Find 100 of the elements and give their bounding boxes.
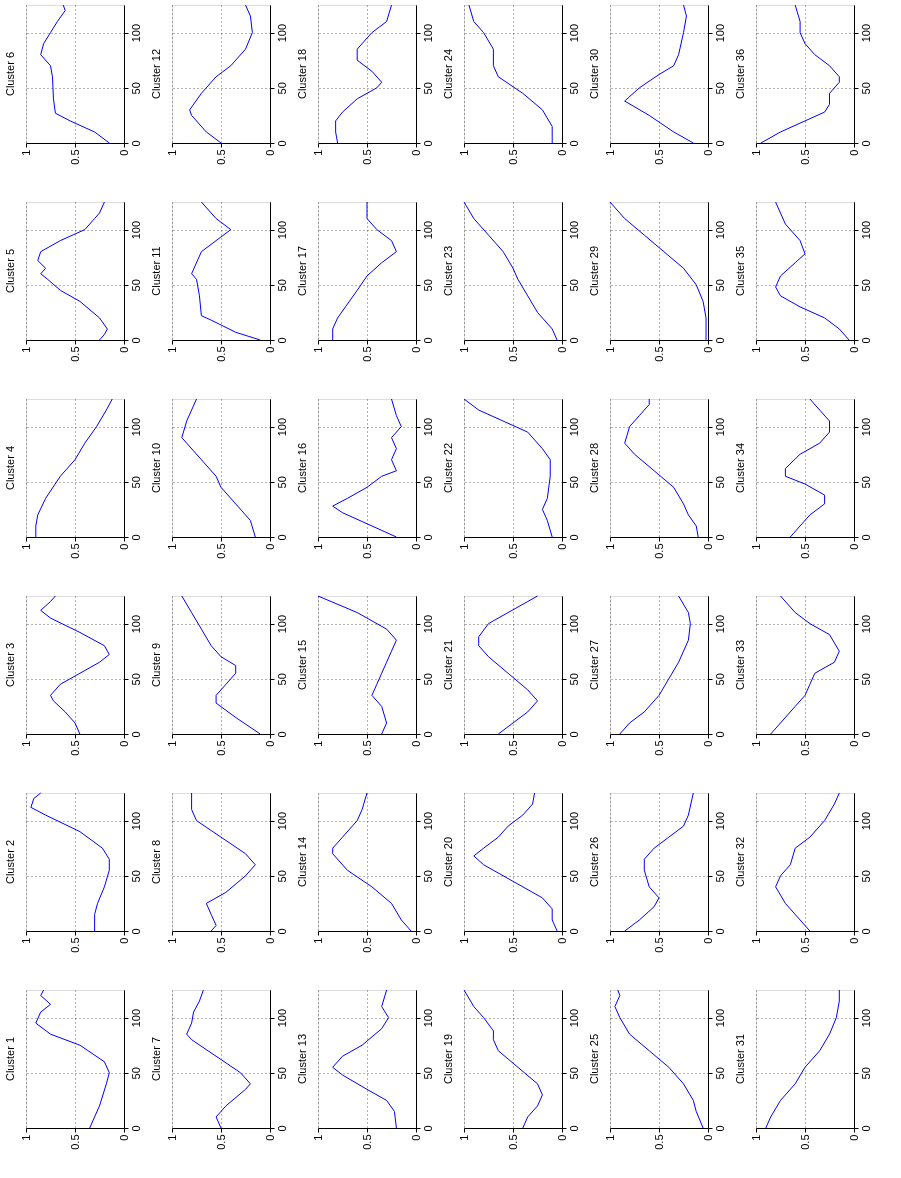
y-tick-label: 50 <box>567 673 580 686</box>
x-tick-label: 0 <box>263 149 276 156</box>
x-tick-label: 0 <box>117 740 130 747</box>
y-tick-label: 0 <box>129 337 142 344</box>
line-series <box>181 595 261 735</box>
x-tick-label: 0.5 <box>652 543 665 559</box>
x-tick-label: 1 <box>603 149 616 156</box>
x-tick-label: 0 <box>263 740 276 747</box>
x-tick-label: 1 <box>749 346 762 353</box>
text: Cluster 33 <box>734 639 746 691</box>
x-tick-label: 1 <box>165 937 178 944</box>
y-tick-label: 0 <box>421 534 434 541</box>
y-tick-label: 100 <box>567 417 580 437</box>
x-tick-label: 0 <box>555 937 568 944</box>
y-tick-label: 50 <box>859 870 872 883</box>
y-tick-label: 100 <box>275 417 288 437</box>
y-tick-label: 50 <box>129 476 142 489</box>
x-tick-label: 0.5 <box>506 1134 519 1150</box>
text: Cluster 30 <box>588 48 600 100</box>
y-tick-label: 0 <box>567 337 580 344</box>
y-tick-label: 0 <box>713 731 726 738</box>
x-tick-label: 1 <box>749 149 762 156</box>
text: Cluster 18 <box>296 48 308 100</box>
y-tick-label: 0 <box>859 731 872 738</box>
y-tick-label: 100 <box>713 220 726 240</box>
y-tick-label: 50 <box>129 673 142 686</box>
line-series <box>765 989 840 1129</box>
x-tick-label: 0.5 <box>214 740 227 756</box>
y-tick-label: 100 <box>129 220 142 240</box>
text: Cluster 35 <box>734 245 746 297</box>
y-tick-label: 50 <box>713 870 726 883</box>
x-tick-label: 0 <box>555 346 568 353</box>
y-tick-label: 100 <box>713 614 726 634</box>
text: Cluster 26 <box>588 836 600 888</box>
y-tick-label: 50 <box>567 82 580 95</box>
line-series <box>332 792 412 932</box>
x-tick-label: 0 <box>263 937 276 944</box>
x-tick-label: 0.5 <box>506 740 519 756</box>
x-tick-label: 0 <box>847 346 860 353</box>
x-tick-label: 0.5 <box>360 346 373 362</box>
y-tick-label: 50 <box>421 279 434 292</box>
x-tick-label: 0.5 <box>68 149 81 165</box>
y-tick-label: 50 <box>275 673 288 686</box>
x-tick-label: 0 <box>701 149 714 156</box>
y-tick-label: 0 <box>129 534 142 541</box>
x-tick-label: 0.5 <box>652 740 665 756</box>
text: Cluster 8 <box>150 839 162 885</box>
text: Cluster 2 <box>4 839 16 885</box>
y-tick-label: 0 <box>129 731 142 738</box>
line-series <box>40 4 110 144</box>
text: Cluster 1 <box>4 1036 16 1082</box>
x-tick-label: 0 <box>701 937 714 944</box>
y-tick-label: 50 <box>567 476 580 489</box>
x-tick-label: 1 <box>749 740 762 747</box>
y-tick-label: 0 <box>275 337 288 344</box>
y-tick-label: 50 <box>275 82 288 95</box>
x-tick-label: 1 <box>603 346 616 353</box>
y-tick-label: 0 <box>129 928 142 935</box>
line-series <box>191 201 261 341</box>
text: Cluster 7 <box>150 1036 162 1082</box>
y-tick-label: 0 <box>421 337 434 344</box>
x-tick-label: 1 <box>311 149 324 156</box>
y-tick-label: 50 <box>859 476 872 489</box>
text: Cluster 31 <box>734 1033 746 1085</box>
line-series <box>760 4 840 144</box>
line-series <box>37 201 108 341</box>
line-series <box>624 398 699 538</box>
x-tick-label: 0.5 <box>506 149 519 165</box>
x-tick-label: 0 <box>409 740 422 747</box>
x-tick-label: 0 <box>263 346 276 353</box>
x-tick-label: 1 <box>749 937 762 944</box>
y-tick-label: 50 <box>859 673 872 686</box>
x-tick-label: 0.5 <box>68 543 81 559</box>
y-tick-label: 0 <box>275 731 288 738</box>
x-tick-label: 0 <box>701 740 714 747</box>
x-tick-label: 0.5 <box>360 1134 373 1150</box>
x-tick-label: 1 <box>165 1134 178 1141</box>
x-tick-label: 0.5 <box>798 1134 811 1150</box>
x-tick-label: 0 <box>847 543 860 550</box>
x-tick-label: 0 <box>555 149 568 156</box>
x-tick-label: 0.5 <box>798 740 811 756</box>
y-tick-label: 100 <box>567 23 580 43</box>
x-tick-label: 0.5 <box>652 346 665 362</box>
x-tick-label: 0 <box>847 149 860 156</box>
text: Cluster 17 <box>296 245 308 297</box>
y-tick-label: 100 <box>129 23 142 43</box>
y-tick-label: 100 <box>275 23 288 43</box>
line-series <box>186 989 251 1129</box>
line-series <box>317 595 397 735</box>
y-tick-label: 100 <box>275 220 288 240</box>
x-tick-label: 1 <box>311 543 324 550</box>
x-tick-label: 0 <box>117 1134 130 1141</box>
x-tick-label: 1 <box>457 1134 470 1141</box>
y-tick-label: 0 <box>713 337 726 344</box>
x-tick-label: 0 <box>701 346 714 353</box>
x-tick-label: 1 <box>749 543 762 550</box>
x-tick-label: 1 <box>165 543 178 550</box>
y-tick-label: 0 <box>859 337 872 344</box>
x-tick-label: 0 <box>263 1134 276 1141</box>
x-tick-label: 0.5 <box>360 937 373 953</box>
